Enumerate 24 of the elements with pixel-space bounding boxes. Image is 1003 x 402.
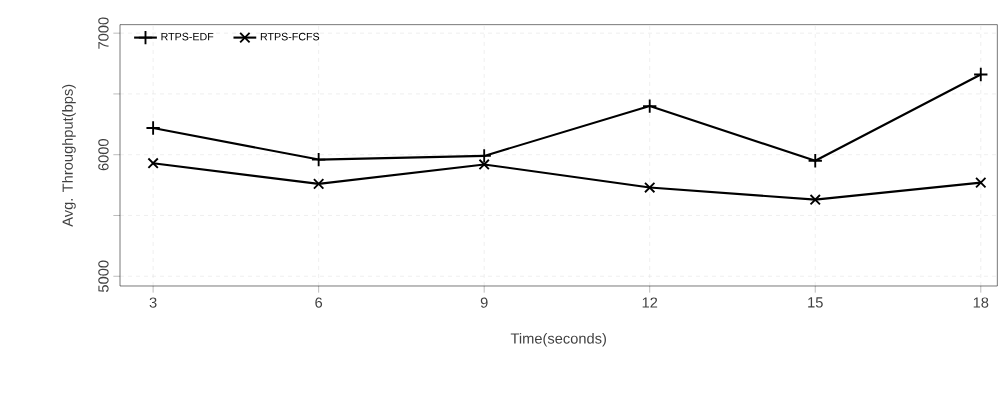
point — [642, 98, 658, 114]
y-tick-label: 5000 — [98, 260, 109, 292]
x-tick-label: 6 — [315, 297, 323, 308]
point — [973, 66, 989, 83]
x-axis-title: Time(seconds) — [510, 332, 606, 347]
point — [478, 158, 490, 171]
x-tick-label: 3 — [149, 297, 157, 308]
y-axis-title: Avg. Throughput(bps) — [62, 84, 76, 227]
point — [311, 151, 327, 168]
point — [147, 157, 159, 169]
point — [809, 194, 821, 206]
y-tick-label: 6000 — [98, 138, 109, 171]
y-tick-label: 7000 — [98, 17, 109, 49]
legend-label: RTPS-EDF — [161, 32, 214, 41]
x-tick-label: 15 — [808, 297, 823, 308]
legend-label: RTPS-FCFS — [260, 32, 320, 41]
point — [975, 177, 987, 189]
point — [145, 120, 161, 136]
point — [807, 153, 823, 169]
point — [313, 178, 325, 190]
x-tick-label: 12 — [642, 297, 658, 308]
x-tick-label: 18 — [973, 297, 989, 308]
point — [644, 181, 656, 194]
x-tick-label: 9 — [480, 297, 488, 308]
